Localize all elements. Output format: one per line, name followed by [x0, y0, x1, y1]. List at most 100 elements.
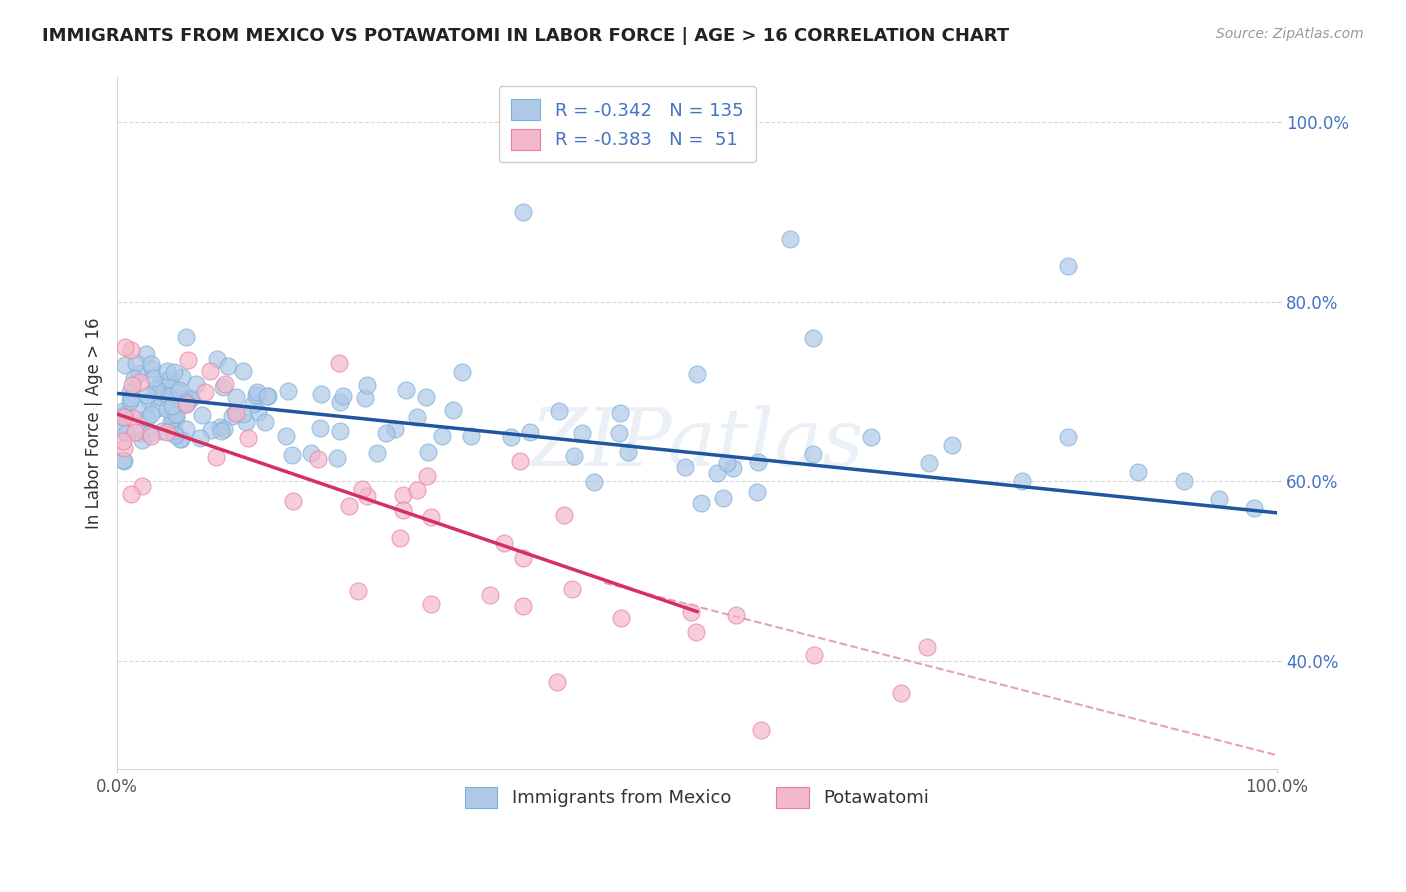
Point: [212, 422, 235, 436]
Point: [246, 385, 269, 400]
Point: [941, 438, 963, 452]
Point: [232, 407, 254, 421]
Point: [190, 430, 212, 444]
Point: [281, 448, 304, 462]
Point: [208, 419, 231, 434]
Point: [111, 453, 134, 467]
Point: [136, 387, 159, 401]
Point: [583, 475, 606, 489]
Point: [141, 357, 163, 371]
Point: [163, 365, 186, 379]
Point: [350, 482, 373, 496]
Text: Source: ZipAtlas.com: Source: ZipAtlas.com: [1216, 27, 1364, 41]
Point: [156, 401, 179, 416]
Point: [235, 415, 257, 429]
Point: [167, 384, 190, 398]
Point: [309, 386, 332, 401]
Point: [1243, 501, 1265, 516]
Point: [562, 449, 585, 463]
Point: [131, 433, 153, 447]
Point: [607, 425, 630, 440]
Point: [225, 390, 247, 404]
Point: [749, 723, 772, 737]
Point: [460, 429, 482, 443]
Point: [546, 674, 568, 689]
Point: [253, 415, 276, 429]
Point: [157, 372, 180, 386]
Point: [329, 395, 352, 409]
Point: [157, 389, 180, 403]
Point: [198, 363, 221, 377]
Point: [177, 392, 200, 407]
Point: [205, 450, 228, 464]
Point: [131, 425, 153, 440]
Point: [145, 382, 167, 396]
Point: [139, 425, 162, 440]
Point: [329, 424, 352, 438]
Point: [609, 406, 631, 420]
Point: [1173, 475, 1195, 489]
Point: [155, 425, 177, 439]
Point: [673, 459, 696, 474]
Point: [610, 610, 633, 624]
Point: [419, 509, 441, 524]
Point: [745, 484, 768, 499]
Point: [194, 384, 217, 399]
Point: [128, 366, 150, 380]
Point: [120, 343, 142, 357]
Point: [395, 383, 418, 397]
Point: [553, 508, 575, 522]
Point: [127, 401, 149, 416]
Point: [375, 426, 398, 441]
Point: [406, 410, 429, 425]
Point: [184, 376, 207, 391]
Point: [686, 367, 709, 381]
Point: [561, 582, 583, 597]
Point: [328, 356, 350, 370]
Point: [120, 394, 142, 409]
Point: [724, 607, 747, 622]
Point: [135, 347, 157, 361]
Point: [509, 454, 531, 468]
Point: [548, 404, 571, 418]
Point: [716, 456, 738, 470]
Point: [392, 488, 415, 502]
Point: [512, 551, 534, 566]
Point: [801, 447, 824, 461]
Point: [162, 387, 184, 401]
Point: [120, 391, 142, 405]
Point: [114, 358, 136, 372]
Point: [415, 468, 437, 483]
Point: [217, 359, 239, 374]
Point: [299, 446, 322, 460]
Point: [111, 434, 134, 449]
Point: [389, 531, 412, 545]
Point: [859, 429, 882, 443]
Point: [174, 329, 197, 343]
Point: [1057, 429, 1080, 443]
Point: [915, 640, 938, 654]
Point: [406, 483, 429, 497]
Point: [478, 588, 501, 602]
Point: [174, 395, 197, 409]
Point: [121, 411, 143, 425]
Point: [257, 389, 280, 403]
Point: [128, 375, 150, 389]
Point: [149, 390, 172, 404]
Point: [124, 356, 146, 370]
Point: [366, 446, 388, 460]
Point: [174, 396, 197, 410]
Point: [519, 425, 541, 439]
Point: [170, 433, 193, 447]
Point: [111, 409, 134, 424]
Point: [283, 494, 305, 508]
Point: [163, 427, 186, 442]
Point: [356, 377, 378, 392]
Point: [170, 369, 193, 384]
Point: [721, 460, 744, 475]
Point: [779, 232, 801, 246]
Point: [236, 431, 259, 445]
Point: [112, 407, 135, 421]
Point: [617, 445, 640, 459]
Point: [180, 391, 202, 405]
